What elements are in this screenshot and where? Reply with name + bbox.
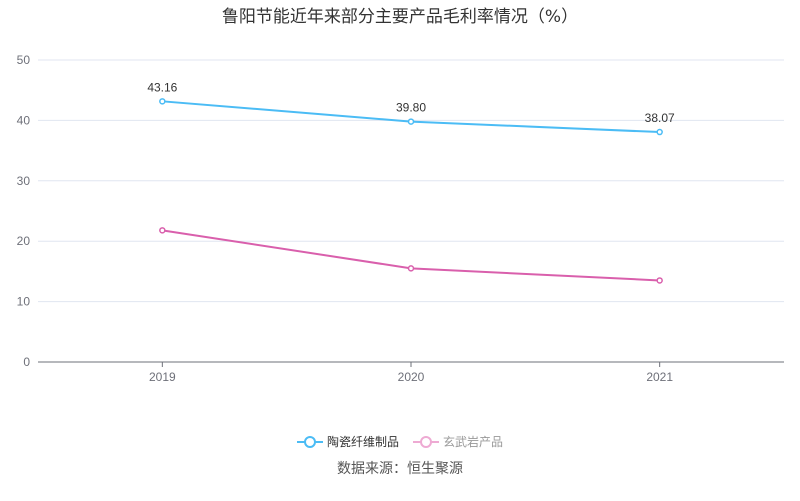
y-tick-label: 50	[17, 53, 31, 67]
x-tick-label: 2019	[149, 370, 176, 384]
data-point	[159, 227, 166, 234]
legend-item[interactable]: 陶瓷纤维制品	[296, 433, 399, 450]
data-point	[656, 128, 663, 136]
x-tick-label: 2021	[646, 370, 673, 384]
data-label: 43.16	[147, 80, 177, 94]
series-line-1	[162, 229, 660, 282]
data-label: 39.80	[396, 101, 426, 115]
data-source: 数据来源：恒生聚源	[337, 461, 463, 477]
data-point	[159, 98, 166, 105]
legend-label: 陶瓷纤维制品	[326, 435, 399, 449]
data-point	[407, 265, 415, 272]
y-tick-label: 40	[17, 113, 31, 127]
legend-line-circle-icon	[296, 435, 323, 448]
data-label: 38.07	[645, 111, 675, 125]
y-tick-label: 30	[17, 174, 31, 188]
legend-line-circle-icon	[413, 435, 439, 448]
y-tick-label: 10	[17, 295, 31, 309]
legend-label: 玄武岩产品	[443, 435, 504, 449]
x-tick-label: 2020	[398, 370, 425, 384]
chart-title: 鲁阳节能近年来部分主要产品毛利率情况（%）	[221, 7, 579, 27]
y-tick-label: 20	[17, 234, 31, 248]
data-point	[407, 118, 415, 125]
legend-item[interactable]: 玄武岩产品	[413, 433, 503, 450]
legend: 陶瓷纤维制品 玄武岩产品	[0, 433, 800, 450]
data-point	[656, 277, 663, 284]
y-tick-label: 0	[23, 355, 30, 369]
